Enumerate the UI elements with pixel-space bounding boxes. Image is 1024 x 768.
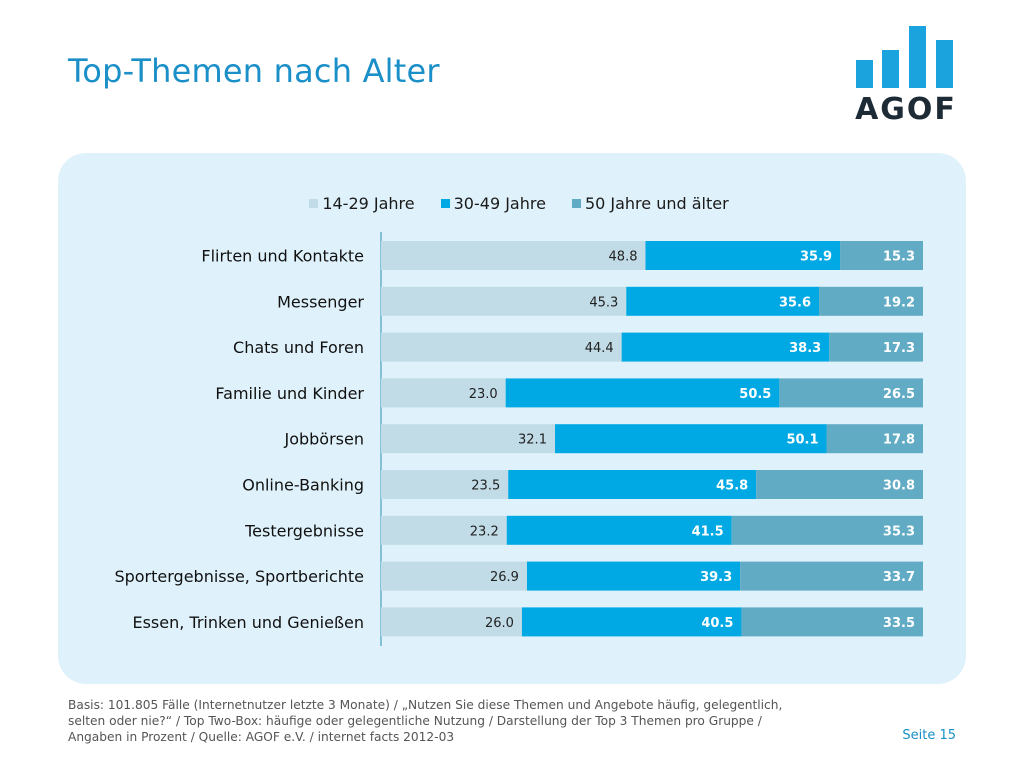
- data-label: 23.0: [469, 387, 498, 402]
- page-number: Seite 15: [902, 728, 956, 743]
- bar-segment: [840, 241, 923, 270]
- data-label: 35.9: [800, 250, 832, 265]
- logo-text: AGOF: [855, 92, 957, 127]
- data-label: 45.3: [589, 295, 618, 310]
- agof-logo: AGOF: [852, 24, 960, 127]
- legend-label: 14-29 Jahre: [322, 193, 415, 213]
- legend-item: 30-49 Jahre: [440, 193, 546, 213]
- legend-label: 50 Jahre und älter: [584, 193, 729, 213]
- category-label: Familie und Kinder: [215, 384, 364, 403]
- bar-segment: [381, 286, 627, 316]
- data-label: 35.3: [883, 524, 915, 539]
- chart-legend: 14-29 Jahre 30-49 Jahre 50 Jahre und ält…: [0, 193, 1024, 213]
- category-label: Essen, Trinken und Genießen: [132, 613, 364, 632]
- bar-segment: [381, 515, 507, 545]
- data-label: 26.5: [883, 387, 915, 402]
- footnote-line: selten oder nie?“ / Top Two-Box: häufige…: [68, 714, 762, 728]
- category-label: Chats und Foren: [233, 338, 364, 357]
- data-label: 41.5: [692, 524, 724, 539]
- data-label: 17.8: [883, 433, 915, 448]
- data-label: 19.2: [883, 295, 915, 310]
- category-label: Jobbörsen: [283, 430, 364, 449]
- bar-segment: [381, 561, 527, 591]
- category-label: Testergebnisse: [244, 521, 364, 540]
- bar-segment: [740, 561, 923, 591]
- data-label: 35.6: [779, 295, 811, 310]
- bar-segment: [381, 332, 622, 362]
- category-label: Messenger: [277, 292, 364, 311]
- category-label: Online-Banking: [242, 476, 364, 495]
- bar-segment: [645, 241, 841, 270]
- bar-segment: [381, 378, 506, 408]
- data-label: 50.1: [786, 433, 818, 448]
- bar-segment: [381, 241, 646, 270]
- legend-swatch: [440, 198, 450, 208]
- bar-segment: [829, 332, 923, 362]
- category-label: Flirten und Kontakte: [201, 247, 364, 266]
- data-label: 48.8: [609, 250, 638, 265]
- data-label: 30.8: [883, 479, 915, 494]
- data-label: 26.9: [490, 570, 519, 585]
- data-label: 23.5: [471, 479, 500, 494]
- bar-segment: [621, 332, 830, 362]
- logo-bar: [936, 40, 953, 88]
- data-label: 17.3: [883, 341, 915, 356]
- logo-bar: [882, 50, 899, 88]
- bar-segment: [506, 515, 732, 545]
- data-label: 26.0: [485, 616, 514, 631]
- bar-segment: [381, 607, 522, 637]
- logo-bar: [856, 60, 873, 88]
- bar-segment: [626, 286, 820, 316]
- bar-segment: [756, 470, 923, 499]
- bar-segment: [554, 424, 827, 454]
- data-label: 33.7: [883, 570, 915, 585]
- bar-segment: [381, 470, 509, 499]
- bar-segment: [508, 470, 757, 499]
- legend-label: 30-49 Jahre: [453, 193, 546, 213]
- footnote: Basis: 101.805 Fälle (Internetnutzer let…: [68, 697, 868, 745]
- data-label: 23.2: [470, 524, 499, 539]
- data-label: 40.5: [701, 616, 733, 631]
- bar-segment: [826, 424, 923, 454]
- logo-bar: [909, 26, 926, 88]
- page-title: Top-Themen nach Alter: [68, 52, 440, 90]
- footnote-line: Angaben in Prozent / Quelle: AGOF e.V. /…: [68, 730, 455, 744]
- footnote-line: Basis: 101.805 Fälle (Internetnutzer let…: [68, 698, 783, 712]
- data-label: 50.5: [739, 387, 771, 402]
- data-label: 32.1: [518, 433, 547, 448]
- data-label: 45.8: [716, 479, 748, 494]
- bar-segment: [521, 607, 742, 637]
- legend-item: 14-29 Jahre: [309, 193, 415, 213]
- bar-segment: [526, 561, 741, 591]
- bar-segment: [505, 378, 780, 408]
- bar-segment: [741, 607, 923, 637]
- data-label: 44.4: [585, 341, 614, 356]
- data-label: 38.3: [789, 341, 821, 356]
- bar-segment: [381, 424, 555, 454]
- legend-item: 50 Jahre und älter: [571, 193, 729, 213]
- legend-swatch: [309, 198, 319, 208]
- bar-segment: [779, 378, 923, 408]
- bar-segment: [819, 286, 923, 316]
- bar-segment: [731, 515, 923, 545]
- legend-swatch: [571, 198, 581, 208]
- data-label: 15.3: [883, 250, 915, 265]
- data-label: 33.5: [883, 616, 915, 631]
- data-label: 39.3: [700, 570, 732, 585]
- category-label: Sportergebnisse, Sportberichte: [114, 567, 364, 586]
